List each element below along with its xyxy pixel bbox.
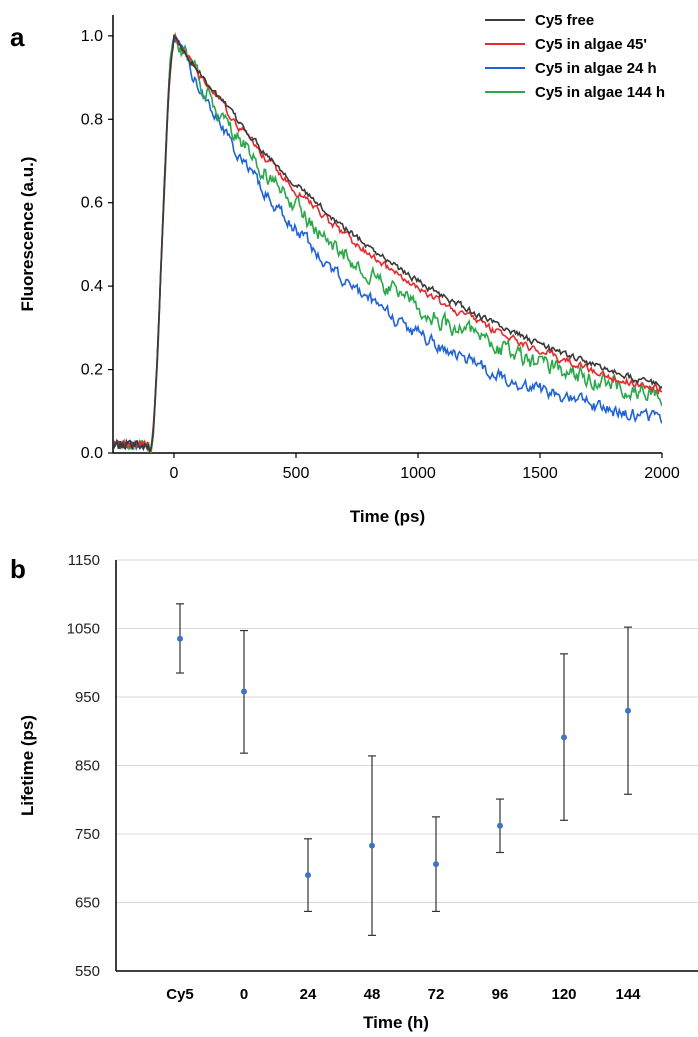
x-tick-label-a: 1000	[400, 465, 436, 482]
x-tick-label-b: 0	[240, 986, 248, 1003]
x-tick-label-b: 72	[428, 986, 445, 1003]
y-axis-title-a: Fluorescence (a.u.)	[18, 157, 37, 312]
x-tick-label-b: 48	[364, 986, 381, 1003]
legend-label: Cy5 in algae 24 h	[535, 60, 657, 77]
x-tick-label-a: 0	[170, 465, 179, 482]
y-axis-title-b: Lifetime (ps)	[18, 715, 37, 816]
y-tick-label-b: 550	[75, 963, 100, 980]
data-point	[497, 822, 503, 829]
legend-label: Cy5 in algae 45'	[535, 36, 647, 53]
x-axis-title-a: Time (ps)	[350, 507, 425, 526]
y-tick-label-b: 850	[75, 758, 100, 775]
data-point	[241, 688, 247, 695]
legend-label: Cy5 free	[535, 12, 594, 29]
y-tick-label-b: 750	[75, 826, 100, 843]
x-axis-title-b: Time (h)	[363, 1013, 429, 1032]
panel-label-b: b	[10, 554, 26, 584]
data-point	[177, 635, 183, 642]
legend-label: Cy5 in algae 144 h	[535, 84, 665, 101]
y-tick-label-a: 0.8	[81, 111, 103, 128]
x-tick-label-b: Cy5	[166, 986, 194, 1003]
y-tick-label-b: 1150	[68, 552, 100, 569]
y-tick-label-b: 1050	[67, 621, 100, 638]
data-point	[625, 707, 631, 714]
y-tick-label-b: 650	[75, 895, 100, 912]
x-tick-label-b: 144	[615, 986, 641, 1003]
series-line-1	[113, 34, 662, 453]
x-tick-label-a: 500	[283, 465, 310, 482]
data-point	[305, 872, 311, 879]
x-tick-label-b: 96	[492, 986, 509, 1003]
y-tick-label-a: 0.6	[81, 195, 103, 212]
x-tick-label-b: 120	[551, 986, 576, 1003]
chart-b: 550 650 750 850 950 1050 1150 Cy5 0 24 48 72 96 120 14…	[18, 552, 698, 1032]
data-point	[561, 734, 567, 741]
y-tick-label-a: 1.0	[81, 28, 103, 45]
x-tick-label-a: 2000	[644, 465, 680, 482]
series-line-0	[113, 34, 662, 453]
y-tick-label-b: 950	[75, 689, 100, 706]
data-point	[433, 861, 439, 868]
panel-label-a: a	[10, 22, 25, 52]
data-point	[369, 842, 375, 849]
y-tick-label-a: 0.4	[81, 278, 103, 295]
y-tick-label-a: 0.0	[81, 445, 103, 462]
chart-a: 0.0 0.2 0.4 0.6 0.8 1.0 0 500 1000 1500 2000 Time (…	[18, 12, 680, 526]
y-tick-label-a: 0.2	[81, 362, 103, 379]
x-tick-label-b: 24	[300, 986, 317, 1003]
x-tick-label-a: 1500	[522, 465, 558, 482]
series-line-3	[113, 31, 662, 453]
